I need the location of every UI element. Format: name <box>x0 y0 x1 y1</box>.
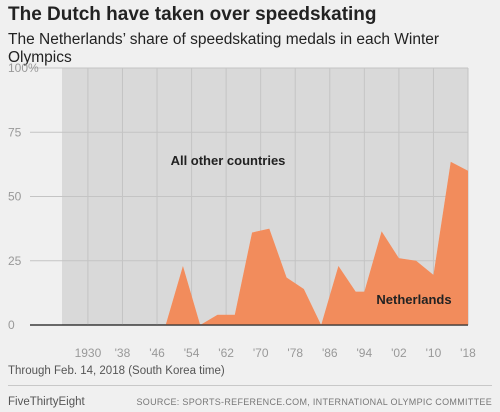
x-tick-label: '10 <box>426 346 442 360</box>
x-tick-label: '86 <box>322 346 338 360</box>
x-tick-label: '94 <box>357 346 373 360</box>
y-tick-label: 0 <box>8 318 15 332</box>
series-area-netherlands <box>62 161 468 325</box>
x-tick-label: '38 <box>115 346 131 360</box>
brand-label: FiveThirtyEight <box>8 396 85 408</box>
x-tick-label: '54 <box>184 346 200 360</box>
y-tick-label: 50 <box>8 190 22 204</box>
x-tick-label: '62 <box>218 346 234 360</box>
x-tick-label: '70 <box>253 346 269 360</box>
series-label-other-countries: All other countries <box>171 153 286 168</box>
date-note: Through Feb. 14, 2018 (South Korea time) <box>8 365 225 377</box>
x-tick-label: '02 <box>391 346 407 360</box>
series-label-netherlands: Netherlands <box>376 292 451 307</box>
netherlands-layer <box>62 161 468 325</box>
footer-divider <box>8 385 492 386</box>
y-tick-label: 25 <box>8 254 22 268</box>
chart-subtitle: The Netherlands’ share of speedskating m… <box>8 31 440 66</box>
y-tick-label: 100% <box>8 61 39 75</box>
x-tick-label: '46 <box>149 346 165 360</box>
label-layer: All other countries Netherlands <box>171 153 452 307</box>
x-tick-label: 1930 <box>75 346 102 360</box>
source-label: SOURCE: SPORTS-REFERENCE.COM, INTERNATIO… <box>136 397 492 407</box>
chart-title: The Dutch have taken over speedskating <box>8 4 377 25</box>
area-chart: 0 25 50 75 100% 1930 '38 '46 '54 '62 '70 '78 '86 '94 '… <box>8 61 476 360</box>
x-tick-label: '18 <box>460 346 476 360</box>
y-tick-label: 75 <box>8 125 22 139</box>
axis-layer: 0 25 50 75 100% 1930 '38 '46 '54 '62 '70 '78 '86 '94 '… <box>8 61 476 360</box>
x-tick-label: '78 <box>287 346 303 360</box>
